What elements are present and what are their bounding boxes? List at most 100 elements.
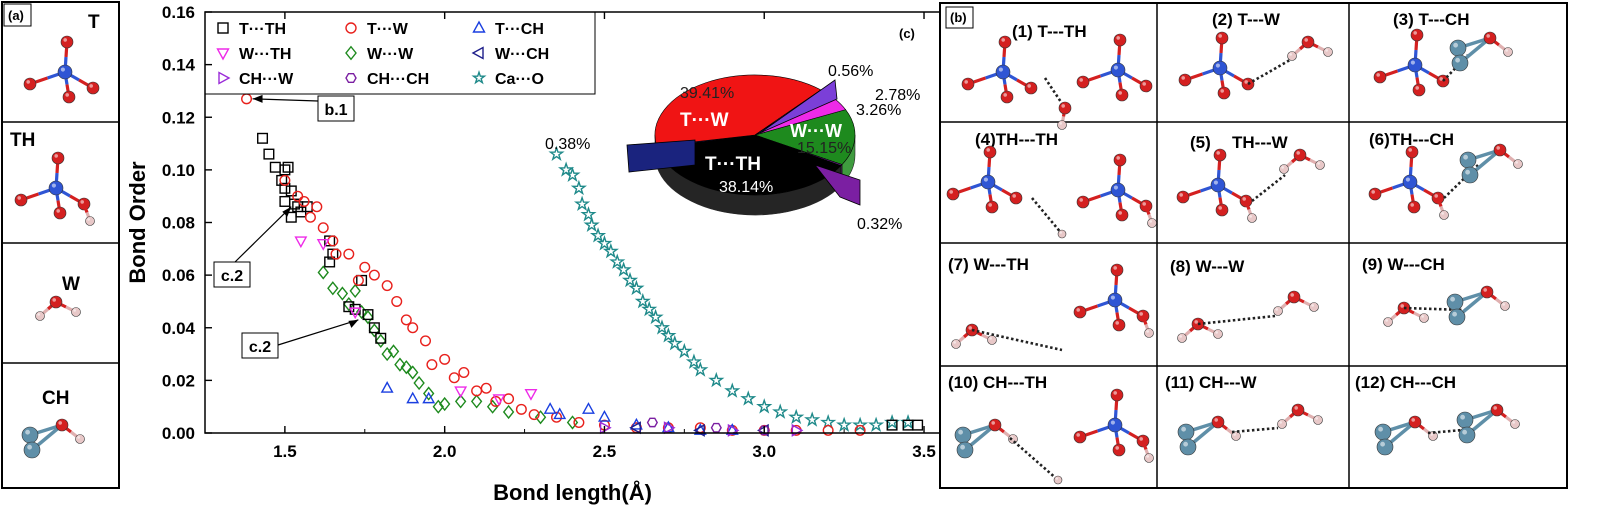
legend-marker [345,22,357,34]
h-atom [1315,160,1325,170]
cell-label-4: (4)TH---TH [975,130,1058,149]
atom-highlight [1213,180,1218,185]
bond [954,335,966,346]
bond [986,181,992,195]
panel-a-frame [1,1,120,489]
atom-highlight [1059,231,1063,234]
bond [1115,312,1121,326]
annotation-leader [252,98,319,102]
point-triangle-down [316,239,330,251]
x-tick-label: 3.0 [752,442,776,461]
point-diamond [394,357,406,372]
o-atom [1493,143,1507,157]
point-square [375,332,387,344]
o-atom [1431,191,1445,205]
annotation-arrowhead [252,94,263,103]
bond [1197,322,1209,331]
atom-highlight [1059,122,1062,125]
atom-highlight [1179,193,1183,197]
bond [1218,197,1224,211]
bond [1082,194,1102,204]
bond [1231,191,1247,203]
bond [82,203,89,214]
h-atom [1313,415,1323,425]
bond [1060,116,1066,126]
atom-highlight [1116,36,1120,40]
atom-highlight [960,444,965,450]
point-circle [352,274,364,286]
bond [1082,74,1102,84]
point-triangle-up [380,381,394,393]
atom-highlight [87,218,90,221]
atom-highlight [986,148,990,152]
ca-atom [1449,39,1467,57]
o-atom [1139,199,1153,213]
atom-highlight [1453,42,1458,48]
atom-highlight [1371,190,1375,194]
y-tick-label: 0.02 [162,371,195,390]
o-atom [1368,187,1382,201]
o-atom [1076,195,1090,209]
point-star [573,195,591,211]
point-circle [503,393,515,405]
atom-highlight [80,200,84,204]
bond [1079,304,1099,314]
point-square [279,182,291,194]
bond [1307,40,1319,49]
atom-highlight [1505,49,1508,52]
si-atom [1407,57,1423,73]
atom-highlight [1460,414,1465,420]
o-atom [1215,203,1229,217]
h-atom [1510,419,1520,429]
pie-label-T-W: T···W [680,110,729,131]
ca-atom [1446,293,1464,311]
si-atom [1212,60,1228,76]
point-square [324,235,336,247]
point-circle [480,382,492,394]
annotation-leader [277,319,359,346]
h-atom [1383,317,1393,327]
atom-highlight [1142,202,1146,206]
o-atom [1009,191,1023,205]
atom-highlight [1380,441,1385,447]
atom-highlight [1439,77,1443,81]
bond [1116,54,1121,71]
point-square [276,174,288,186]
bond [1391,180,1411,190]
pie-slice [654,74,822,147]
atom-highlight [1027,84,1031,88]
o-atom [1211,415,1225,429]
ca-atom [1458,426,1476,444]
atom-highlight [1515,161,1518,164]
point-star [804,411,821,427]
o-atom [1239,194,1253,208]
point-triangle-right [791,423,804,437]
h-atom [1057,120,1067,130]
molecule-label-W: W [62,274,80,295]
atom-highlight [54,154,58,158]
point-square [362,309,374,321]
point-circle [298,195,310,207]
bond [1496,408,1507,419]
o-atom [1490,403,1504,417]
point-star [558,161,575,177]
o-atom [1373,70,1387,84]
o-atom [1301,35,1315,49]
bond [1290,153,1302,164]
point-star [685,353,703,369]
atom-highlight [56,209,60,213]
legend-entry: T···CH [495,21,544,38]
ca-atom [1461,166,1479,184]
bond [1001,56,1006,73]
o-atom [1215,31,1229,45]
atom-highlight [1296,151,1300,155]
atom-highlight [25,429,30,435]
point-star [867,416,885,432]
atom-highlight [1061,104,1065,108]
bond [1423,188,1439,200]
atom-highlight [1113,185,1118,190]
point-circle [426,359,438,371]
point-star [548,145,565,161]
bond [1201,66,1221,76]
atom-highlight [1415,86,1419,90]
